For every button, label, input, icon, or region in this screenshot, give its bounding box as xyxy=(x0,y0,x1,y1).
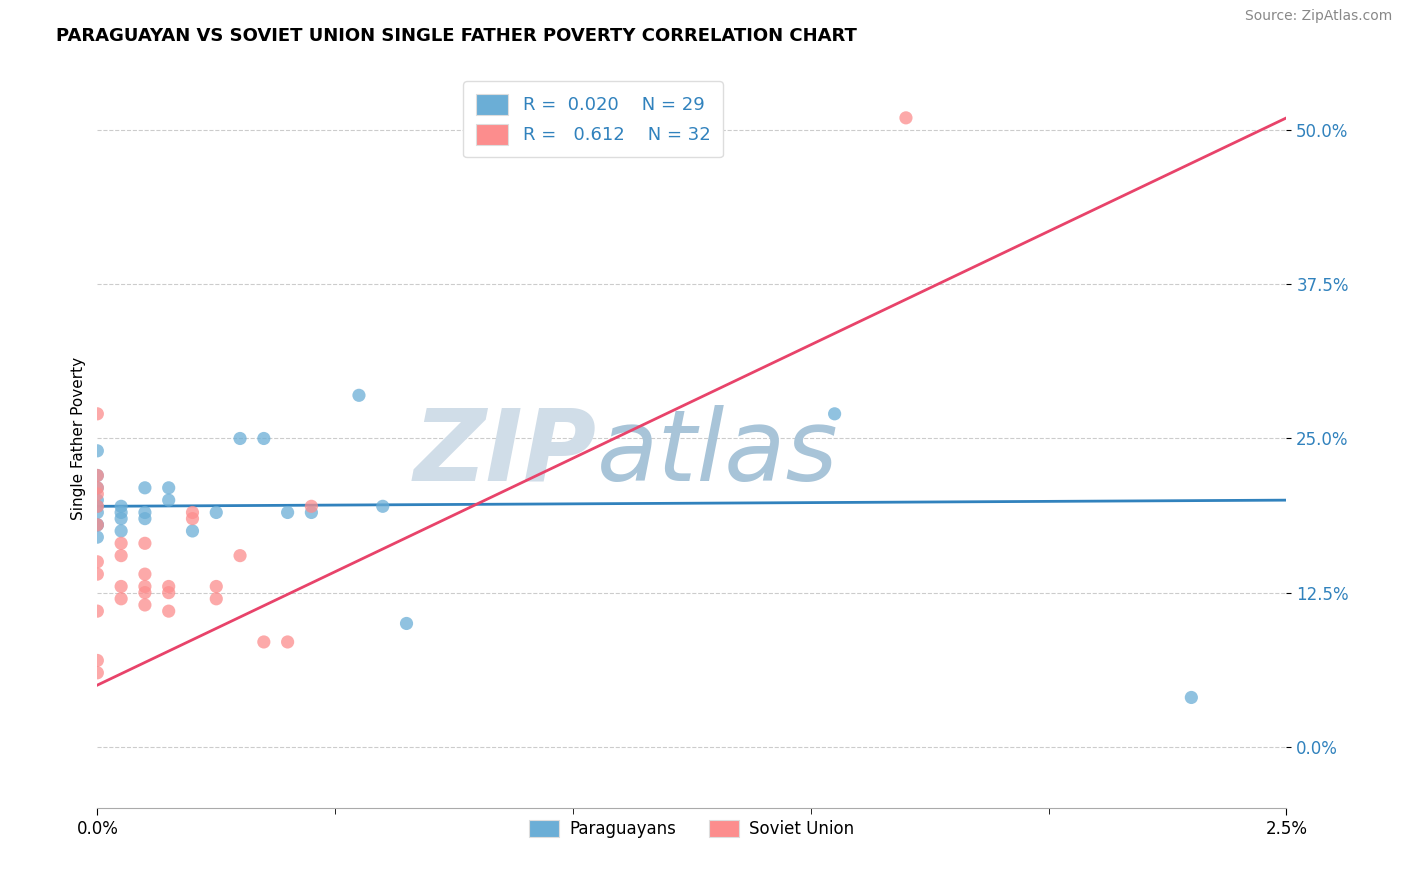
Point xyxy=(134,536,156,550)
Point xyxy=(110,524,132,538)
Text: Source: ZipAtlas.com: Source: ZipAtlas.com xyxy=(1244,9,1392,23)
Text: ZIP: ZIP xyxy=(413,405,596,502)
Point xyxy=(134,598,156,612)
Point xyxy=(134,567,156,582)
Point xyxy=(205,591,228,606)
Point xyxy=(134,481,156,495)
Point xyxy=(229,432,252,446)
Point xyxy=(134,506,156,520)
Point xyxy=(347,388,370,402)
Point xyxy=(181,511,204,525)
Point xyxy=(299,506,322,520)
Point xyxy=(86,481,108,495)
Point xyxy=(86,517,108,532)
Point xyxy=(157,604,180,618)
Text: PARAGUAYAN VS SOVIET UNION SINGLE FATHER POVERTY CORRELATION CHART: PARAGUAYAN VS SOVIET UNION SINGLE FATHER… xyxy=(56,27,858,45)
Point xyxy=(86,506,108,520)
Point xyxy=(277,635,299,649)
Point xyxy=(205,506,228,520)
Point xyxy=(134,511,156,525)
Point xyxy=(157,481,180,495)
Point xyxy=(110,506,132,520)
Point xyxy=(86,653,108,667)
Point xyxy=(86,468,108,483)
Point xyxy=(110,536,132,550)
Point xyxy=(1180,690,1202,705)
Text: atlas: atlas xyxy=(596,405,838,502)
Point xyxy=(299,500,322,514)
Point xyxy=(86,567,108,582)
Legend: Paraguayans, Soviet Union: Paraguayans, Soviet Union xyxy=(523,813,862,845)
Point xyxy=(157,493,180,508)
Point xyxy=(253,432,276,446)
Point xyxy=(205,579,228,593)
Point xyxy=(134,585,156,599)
Point xyxy=(824,407,846,421)
Point xyxy=(894,111,917,125)
Point xyxy=(86,517,108,532)
Point xyxy=(86,500,108,514)
Point xyxy=(181,524,204,538)
Point xyxy=(110,500,132,514)
Point xyxy=(110,579,132,593)
Point xyxy=(157,579,180,593)
Point xyxy=(86,487,108,501)
Point xyxy=(86,665,108,680)
Point xyxy=(253,635,276,649)
Y-axis label: Single Father Poverty: Single Father Poverty xyxy=(72,357,86,520)
Point xyxy=(86,517,108,532)
Point xyxy=(181,506,204,520)
Point xyxy=(134,579,156,593)
Point xyxy=(86,407,108,421)
Point xyxy=(86,493,108,508)
Point xyxy=(371,500,394,514)
Point xyxy=(86,500,108,514)
Point xyxy=(86,530,108,544)
Point xyxy=(110,511,132,525)
Point xyxy=(86,481,108,495)
Point xyxy=(110,591,132,606)
Point xyxy=(277,506,299,520)
Point xyxy=(86,443,108,458)
Point xyxy=(86,468,108,483)
Point xyxy=(157,585,180,599)
Point xyxy=(86,604,108,618)
Point xyxy=(86,555,108,569)
Point xyxy=(110,549,132,563)
Point xyxy=(229,549,252,563)
Point xyxy=(395,616,418,631)
